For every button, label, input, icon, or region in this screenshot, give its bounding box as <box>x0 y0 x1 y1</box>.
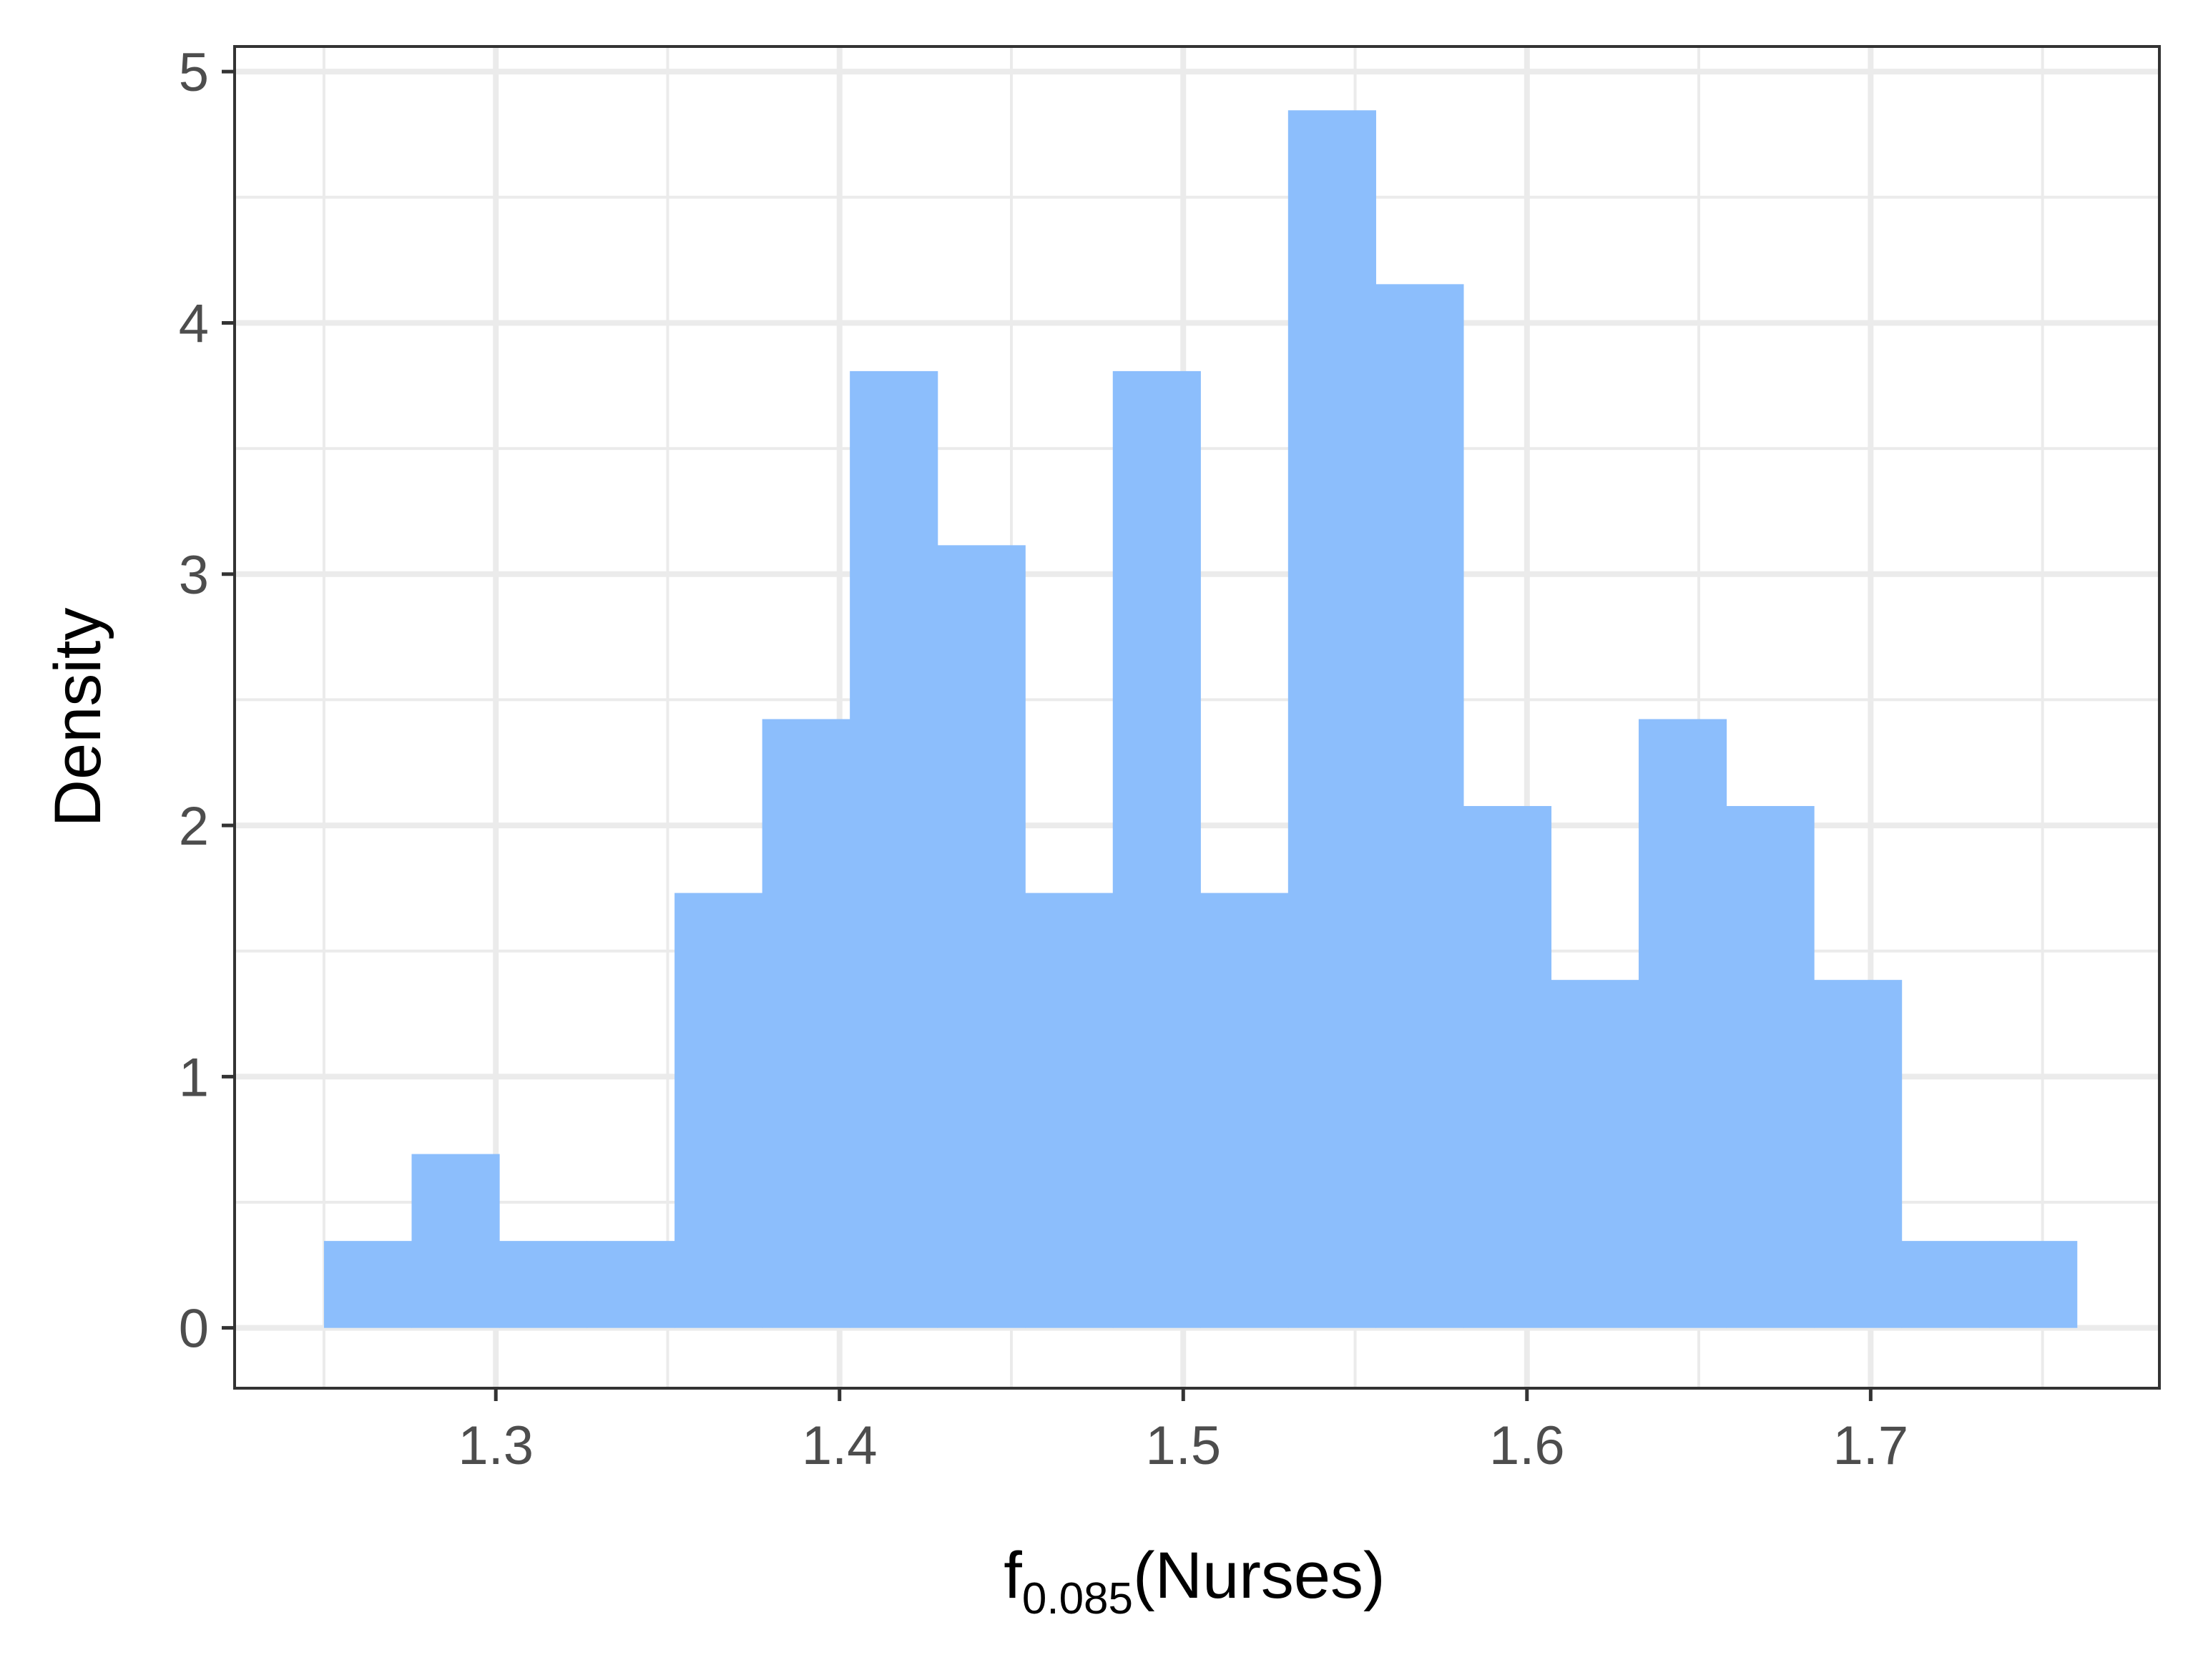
y-tick-label: 5 <box>179 42 209 103</box>
histogram-bar <box>323 1241 413 1328</box>
y-tick-label: 0 <box>179 1299 209 1360</box>
histogram-bar <box>1287 110 1376 1328</box>
histogram-bar <box>674 893 763 1328</box>
histogram-bar <box>1375 284 1464 1328</box>
histogram-bar <box>499 1241 588 1328</box>
x-tick-label: 1.7 <box>1833 1415 1909 1476</box>
histogram-bar <box>1463 806 1552 1328</box>
x-tick-label: 1.4 <box>802 1415 878 1476</box>
histogram-bar <box>1551 980 1639 1328</box>
y-tick-label: 3 <box>179 545 209 606</box>
x-axis-title: f0.085(Nurses) <box>1004 1539 1385 1623</box>
histogram-bars <box>323 110 2078 1328</box>
histogram-bar <box>411 1154 500 1328</box>
y-tick-label: 4 <box>179 293 209 354</box>
histogram-bar <box>587 1241 675 1328</box>
y-tick-label: 2 <box>179 796 209 857</box>
histogram-bar <box>1726 806 1815 1328</box>
histogram-bar <box>1901 1241 1990 1328</box>
histogram-bar <box>762 719 850 1328</box>
y-tick-label: 1 <box>179 1047 209 1108</box>
panel-border <box>233 45 2161 1390</box>
histogram-bar <box>937 545 1026 1328</box>
y-axis: 0 1 2 3 4 5 <box>179 42 235 1360</box>
y-axis-title: Density <box>41 608 114 827</box>
histogram-bar <box>1814 980 1903 1328</box>
histogram-bar <box>850 370 938 1328</box>
histogram-bar <box>1989 1241 2078 1328</box>
x-tick-label: 1.5 <box>1145 1415 1221 1476</box>
x-axis: 1.3 1.4 1.5 1.6 1.7 <box>458 1388 1908 1476</box>
x-tick-label: 1.6 <box>1489 1415 1565 1476</box>
x-tick-label: 1.3 <box>458 1415 534 1476</box>
histogram-bar <box>1025 893 1114 1328</box>
histogram-bar <box>1638 719 1727 1328</box>
histogram-bar <box>1112 370 1201 1328</box>
histogram-bar <box>1200 893 1289 1328</box>
